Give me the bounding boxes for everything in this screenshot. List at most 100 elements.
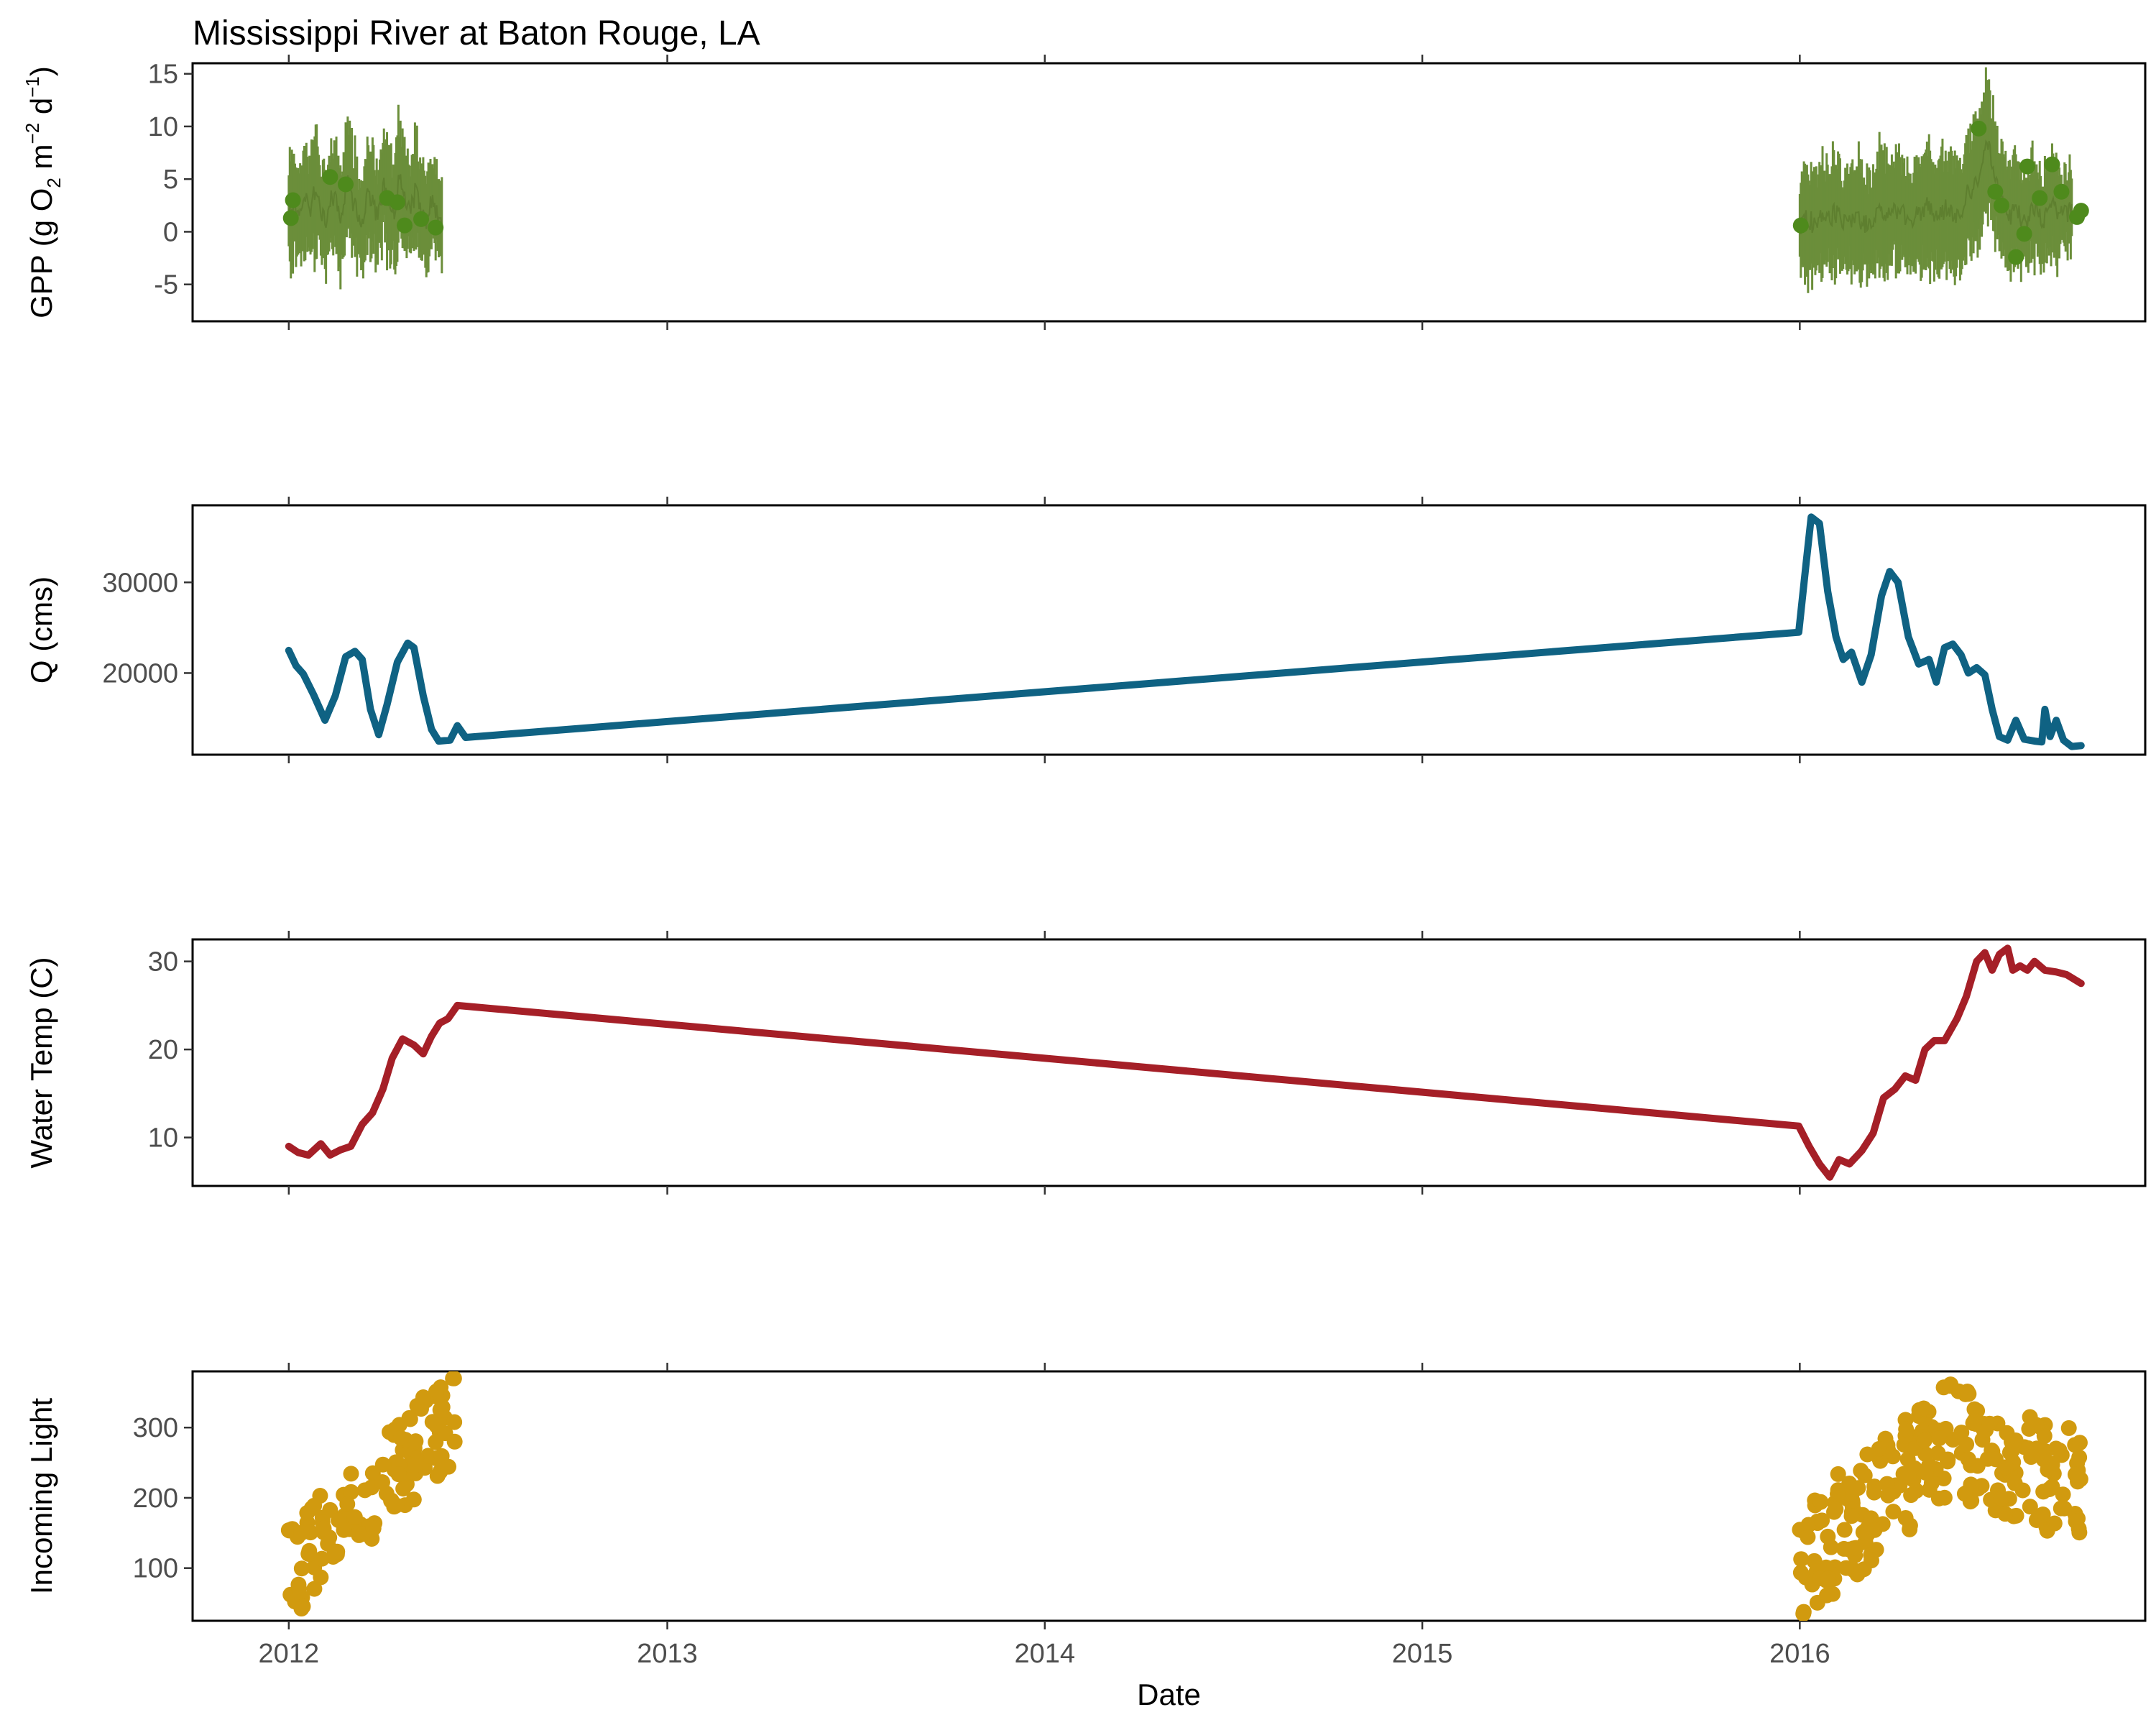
light-point	[1943, 1376, 1959, 1393]
gpp-line	[287, 174, 443, 229]
y-axis-label: Q (cms)	[24, 576, 58, 684]
gpp-point	[2019, 158, 2035, 175]
gpp-point	[2032, 190, 2048, 206]
light-point	[343, 1466, 359, 1482]
light-point	[2053, 1500, 2069, 1517]
y-axis-label: Water Temp (C)	[24, 957, 58, 1168]
light-point	[1885, 1504, 1902, 1520]
gpp-point	[282, 210, 299, 226]
light-point	[392, 1430, 409, 1446]
light-point	[295, 1598, 311, 1615]
light-point	[313, 1569, 329, 1586]
light-point	[293, 1524, 310, 1541]
light-point	[1856, 1467, 1873, 1484]
light-point	[407, 1457, 423, 1473]
light-point	[1866, 1522, 1883, 1538]
y-tick-label: -5	[154, 270, 178, 300]
light-point	[1958, 1436, 1975, 1453]
light-point	[306, 1581, 323, 1597]
light-point	[1809, 1594, 1825, 1611]
light-point	[2023, 1449, 2040, 1466]
light-point	[2051, 1442, 2068, 1458]
light-point	[1812, 1494, 1829, 1510]
gpp-line	[1799, 139, 2073, 234]
light-point	[1997, 1506, 2014, 1522]
light-point	[2055, 1486, 2071, 1503]
light-point	[2035, 1450, 2051, 1466]
light-point	[1838, 1560, 1854, 1576]
light-point	[1828, 1501, 1844, 1517]
x-tick-label: 2013	[637, 1639, 698, 1669]
light-point	[1814, 1512, 1830, 1529]
light-point	[1981, 1415, 1998, 1432]
x-tick-label: 2014	[1015, 1639, 1076, 1669]
y-tick-label: 20000	[102, 658, 178, 689]
panel-1: -5 0 5 10 15 GPP (g O2 m−2 d−1)	[22, 55, 2147, 330]
light-point	[1800, 1529, 1816, 1545]
panel-frame	[191, 62, 2147, 323]
light-point	[1953, 1425, 1970, 1441]
light-point	[2014, 1482, 2031, 1499]
x-axis-ticks: 2012 2013 2014 2015 2016	[259, 1639, 1830, 1669]
gpp-point	[2008, 249, 2024, 265]
y-axis-label: Incoming Light	[24, 1398, 58, 1594]
light-point	[306, 1497, 323, 1514]
light-point	[407, 1433, 424, 1450]
gpp-point	[389, 194, 405, 211]
light-point	[1880, 1487, 1897, 1504]
light-point	[1961, 1386, 1977, 1402]
gpp-point	[2073, 203, 2089, 219]
gpp-point	[2044, 156, 2060, 172]
light-point	[1879, 1476, 1895, 1492]
gpp-point	[337, 176, 354, 193]
light-point	[1866, 1484, 1882, 1501]
light-point	[2035, 1484, 2052, 1500]
light-point	[2005, 1438, 2022, 1454]
y-axis-label: GPP (g O2 m−2 d−1)	[22, 66, 65, 318]
light-point	[1871, 1440, 1887, 1457]
water-temp-line	[285, 944, 2085, 1181]
light-point	[401, 1409, 418, 1426]
light-point	[1830, 1466, 1846, 1482]
light-point	[1848, 1540, 1864, 1556]
light-point	[1931, 1430, 1948, 1447]
light-point	[395, 1481, 412, 1497]
light-point	[1917, 1465, 1934, 1481]
gpp-point	[428, 219, 444, 236]
light-point	[1998, 1459, 2014, 1476]
light-point	[1820, 1570, 1836, 1587]
light-point	[1930, 1490, 1947, 1506]
panel-4: 100 200 300 Incoming Light	[24, 1363, 2147, 1629]
light-point	[1993, 1490, 2009, 1506]
gpp-point	[1971, 120, 1987, 137]
light-point	[339, 1496, 356, 1512]
gpp-point	[413, 211, 430, 227]
panel-3: 10 20 30 Water Temp (C)	[24, 931, 2147, 1195]
light-point	[1850, 1480, 1866, 1496]
light-point	[329, 1543, 346, 1560]
x-tick-label: 2016	[1769, 1639, 1830, 1669]
panel-frame	[191, 1370, 2147, 1622]
light-point	[1820, 1528, 1836, 1545]
discharge-line	[285, 513, 2085, 750]
y-tick-label: 10	[148, 1123, 178, 1154]
gpp-point	[2016, 226, 2032, 242]
light-point	[374, 1474, 390, 1491]
light-point	[2039, 1522, 2055, 1539]
y-tick-label: 0	[163, 217, 178, 247]
x-tick-label: 2015	[1392, 1639, 1453, 1669]
gpp-point	[397, 217, 413, 234]
y-tick-label: 300	[133, 1413, 178, 1443]
panel-frame	[191, 938, 2147, 1187]
panels-layer: -5 0 5 10 15 GPP (g O2 m−2 d−1) 20000 30000 Q (c…	[22, 55, 2147, 1629]
light-point	[1916, 1432, 1932, 1449]
light-point	[1965, 1415, 1981, 1432]
light-point	[405, 1491, 422, 1508]
light-point	[315, 1520, 332, 1537]
light-point	[445, 1371, 461, 1386]
light-point	[446, 1433, 463, 1450]
light-point	[428, 1434, 444, 1450]
y-tick-label: 20	[148, 1035, 178, 1065]
light-point	[1793, 1551, 1810, 1568]
gpp-point	[1993, 197, 2009, 213]
